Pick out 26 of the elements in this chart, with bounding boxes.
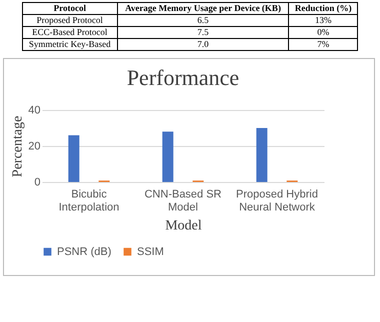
- legend-label: SSIM: [137, 246, 164, 258]
- x-tick-label: Proposed Hybrid Neural Network: [236, 188, 318, 214]
- y-tick-label: 0: [34, 176, 40, 188]
- text: 7%: [317, 39, 330, 49]
- text: 7.5: [197, 27, 209, 37]
- category-label: Symmetric Key-Based: [28, 39, 111, 49]
- legend-label: PSNR (dB): [57, 246, 112, 258]
- bar: [68, 135, 80, 182]
- y-axis-title: Percentage: [10, 116, 26, 178]
- x-tick-label: Bicubic Interpolation: [58, 188, 120, 214]
- chart-title: Performance: [126, 65, 240, 90]
- text: 13%: [314, 15, 332, 25]
- category-label: Reduction (%): [288, 2, 358, 14]
- bar: [256, 128, 268, 182]
- category-label: Protocol: [22, 2, 118, 14]
- category-label: Proposed Protocol: [36, 15, 103, 25]
- category-label: ECC-Based Protocol: [32, 27, 108, 37]
- text: 7.0: [197, 39, 209, 49]
- category-label: Average Memory Usage per Device (KB): [117, 2, 289, 14]
- y-tick-label: 40: [28, 104, 40, 116]
- x-axis-title: Model: [165, 218, 202, 234]
- text: 6.5: [197, 15, 209, 25]
- y-tick-label: 20: [28, 140, 40, 152]
- text: 0%: [317, 27, 330, 37]
- bar: [162, 132, 174, 182]
- x-tick-label: CNN-Based SR Model: [144, 188, 222, 214]
